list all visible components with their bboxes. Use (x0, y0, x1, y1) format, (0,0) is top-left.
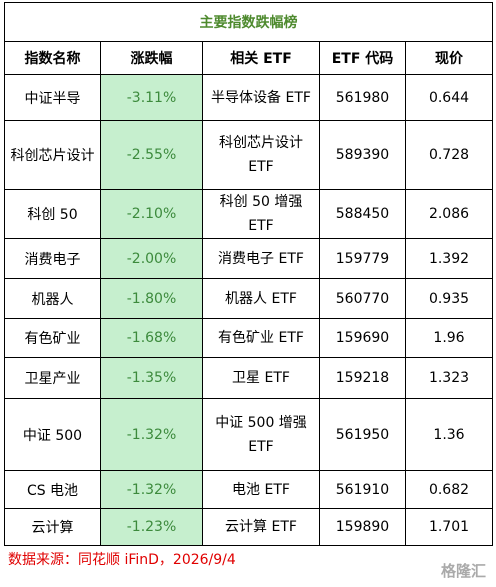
cell: 中证 500 (4, 398, 101, 471)
cell: 云计算 (4, 508, 101, 546)
change-cell: -2.10% (100, 189, 203, 239)
cell: 561950 (319, 398, 406, 471)
change-cell: -1.68% (100, 318, 203, 358)
cell: 0.682 (405, 470, 493, 509)
cell: 0.728 (405, 120, 493, 190)
header-row: 指数名称 涨跌幅 相关 ETF ETF 代码 现价 (4, 41, 493, 75)
cell: CS 电池 (4, 470, 101, 509)
etf-cell: 中证 500 增强 ETF (202, 398, 320, 471)
cell: 机器人 (4, 278, 101, 319)
cell-text: 半导体设备 ETF (211, 89, 311, 106)
cell: 科创芯片设计 (4, 120, 101, 190)
etf-cell: 消费电子 ETF (202, 238, 320, 279)
cell: 159890 (319, 508, 406, 546)
cell-text: 消费电子 ETF (218, 250, 304, 267)
cell: 561910 (319, 470, 406, 509)
cell: 159218 (319, 357, 406, 399)
cell-text: 科创芯片设计 ETF (219, 135, 303, 175)
cell-text: 科创 50 增强 ETF (219, 194, 303, 234)
change-cell: -1.32% (100, 398, 203, 471)
table-row: 有色矿业 -1.68% 有色矿业 ETF 159690 1.96 (4, 318, 493, 358)
table-row: 消费电子 -2.00% 消费电子 ETF 159779 1.392 (4, 238, 493, 279)
change-cell: -2.55% (100, 120, 203, 190)
etf-cell: 电池 ETF (202, 470, 320, 509)
table-row: 中证半导 -3.11% 半导体设备 ETF 561980 0.644 (4, 74, 493, 121)
cell: 2.086 (405, 189, 493, 239)
etf-cell: 有色矿业 ETF (202, 318, 320, 358)
column-header: 涨跌幅 (100, 41, 203, 75)
cell: 159779 (319, 238, 406, 279)
table-row: CS 电池 -1.32% 电池 ETF 561910 0.682 (4, 470, 493, 509)
cell: 1.392 (405, 238, 493, 279)
cell: 中证半导 (4, 74, 101, 121)
cell: 589390 (319, 120, 406, 190)
column-header: 现价 (405, 41, 493, 75)
etf-cell: 卫星 ETF (202, 357, 320, 399)
table-row: 中证 500 -1.32% 中证 500 增强 ETF 561950 1.36 (4, 398, 493, 471)
cell: 159690 (319, 318, 406, 358)
cell: 1.323 (405, 357, 493, 399)
change-cell: -1.23% (100, 508, 203, 546)
cell-text: 机器人 ETF (225, 290, 297, 307)
table-row: 机器人 -1.80% 机器人 ETF 560770 0.935 (4, 278, 493, 319)
cell: 1.96 (405, 318, 493, 358)
index-table: 主要指数跌幅榜 指数名称 涨跌幅 相关 ETF ETF 代码 现价 中证半导 -3.11%… (4, 2, 493, 546)
etf-cell: 半导体设备 ETF (202, 74, 320, 121)
cell: 卫星产业 (4, 357, 101, 399)
etf-cell: 机器人 ETF (202, 278, 320, 319)
cell: 588450 (319, 189, 406, 239)
cell: 有色矿业 (4, 318, 101, 358)
cell: 消费电子 (4, 238, 101, 279)
cell-text: 卫星 ETF (232, 370, 290, 386)
change-cell: -1.35% (100, 357, 203, 399)
cell-text: 有色矿业 ETF (218, 330, 304, 346)
watermark: 格隆汇 (440, 562, 486, 580)
cell: 1.701 (405, 508, 493, 546)
cell: 科创 50 (4, 189, 101, 239)
etf-cell: 科创芯片设计 ETF (202, 120, 320, 190)
table-title: 主要指数跌幅榜 (4, 2, 493, 42)
change-cell: -1.80% (100, 278, 203, 319)
cell: 561980 (319, 74, 406, 121)
cell-text: 中证 500 增强 ETF (215, 414, 307, 455)
cell-text: 电池 ETF (232, 481, 290, 498)
table-row: 卫星产业 -1.35% 卫星 ETF 159218 1.323 (4, 357, 493, 399)
cell: 0.935 (405, 278, 493, 319)
table-row: 科创 50 -2.10% 科创 50 增强 ETF 588450 2.086 (4, 189, 493, 239)
change-cell: -1.32% (100, 470, 203, 509)
etf-cell: 科创 50 增强 ETF (202, 189, 320, 239)
table-row: 科创芯片设计 -2.55% 科创芯片设计 ETF 589390 0.728 (4, 120, 493, 190)
column-header: 相关 ETF (202, 41, 320, 75)
column-header: ETF 代码 (319, 41, 406, 75)
column-header: 指数名称 (4, 41, 101, 75)
cell-text: 云计算 ETF (225, 519, 297, 535)
cell: 560770 (319, 278, 406, 319)
etf-cell: 云计算 ETF (202, 508, 320, 546)
cell: 0.644 (405, 74, 493, 121)
change-cell: -2.00% (100, 238, 203, 279)
change-cell: -3.11% (100, 74, 203, 121)
cell: 1.36 (405, 398, 493, 471)
source-note: 数据来源：同花顺 iFinD，2026/9/4 (8, 552, 236, 568)
table-row: 云计算 -1.23% 云计算 ETF 159890 1.701 (4, 508, 493, 546)
